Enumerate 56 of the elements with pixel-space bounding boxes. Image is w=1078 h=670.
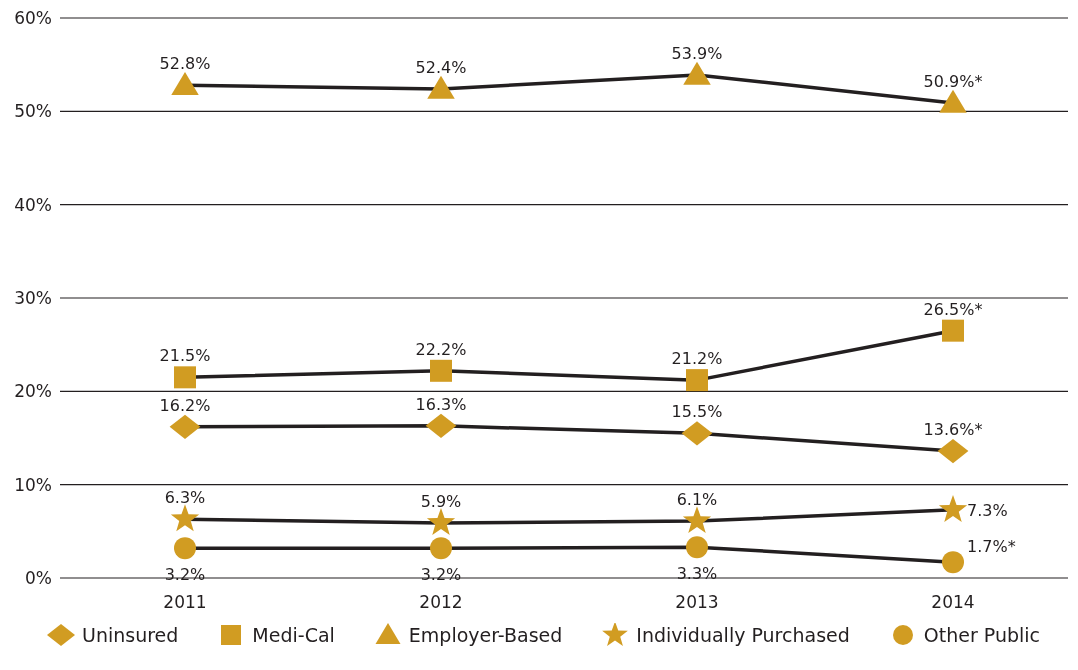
data-label: 3.3% <box>676 564 718 584</box>
x-tick-label: 2012 <box>419 592 463 613</box>
legend-label: Other Public <box>923 624 1040 646</box>
data-label: 21.5% <box>159 346 211 366</box>
point <box>426 508 456 535</box>
data-label: 50.9%* <box>923 71 983 91</box>
data-label: 6.1% <box>676 490 718 510</box>
y-tick-label: 50% <box>14 101 52 122</box>
y-tick-label: 60% <box>14 8 52 29</box>
point <box>425 413 457 438</box>
point <box>430 537 452 560</box>
point <box>686 536 708 559</box>
data-label: 53.9% <box>671 43 723 63</box>
x-tick-label: 2014 <box>931 592 975 613</box>
data-label: 26.5%* <box>923 299 983 319</box>
data-label: 22.2% <box>415 339 467 359</box>
point <box>681 421 713 446</box>
legend-label: Individually Purchased <box>636 624 850 646</box>
point <box>682 506 712 534</box>
data-label: 6.3% <box>164 488 206 508</box>
data-label: 13.6%* <box>923 420 983 440</box>
data-label: 1.7%* <box>967 537 1016 557</box>
point <box>939 89 967 113</box>
data-label: 3.2% <box>420 565 462 585</box>
y-tick-label: 40% <box>14 194 52 215</box>
x-tick-label: 2011 <box>163 592 207 613</box>
data-label: 21.2% <box>671 349 723 369</box>
point <box>171 72 199 96</box>
y-tick-label: 10% <box>14 474 52 495</box>
point <box>174 366 196 389</box>
legend-label: Employer-Based <box>408 624 563 646</box>
point <box>170 504 200 532</box>
point <box>427 75 455 99</box>
data-label: 52.4% <box>415 57 467 77</box>
legend-label: Uninsured <box>82 624 179 646</box>
data-label: 3.2% <box>164 565 206 585</box>
data-label: 15.5% <box>671 402 723 422</box>
point <box>169 414 201 439</box>
x-tick-label: 2013 <box>675 592 719 613</box>
point <box>683 61 711 85</box>
point <box>938 495 968 522</box>
y-tick-label: 30% <box>14 288 52 309</box>
point <box>942 551 964 574</box>
data-label: 5.9% <box>420 491 462 511</box>
y-tick-label: 20% <box>14 381 52 402</box>
data-label: 16.2% <box>159 395 211 415</box>
data-label: 52.8% <box>159 54 211 74</box>
point <box>174 537 196 560</box>
point <box>686 369 708 392</box>
y-tick-label: 0% <box>25 568 52 589</box>
legend-label: Medi-Cal <box>252 624 335 646</box>
point <box>430 359 452 382</box>
point <box>937 438 969 464</box>
data-label: 16.3% <box>415 394 467 414</box>
point <box>942 319 964 342</box>
data-label: 7.3% <box>967 500 1008 520</box>
